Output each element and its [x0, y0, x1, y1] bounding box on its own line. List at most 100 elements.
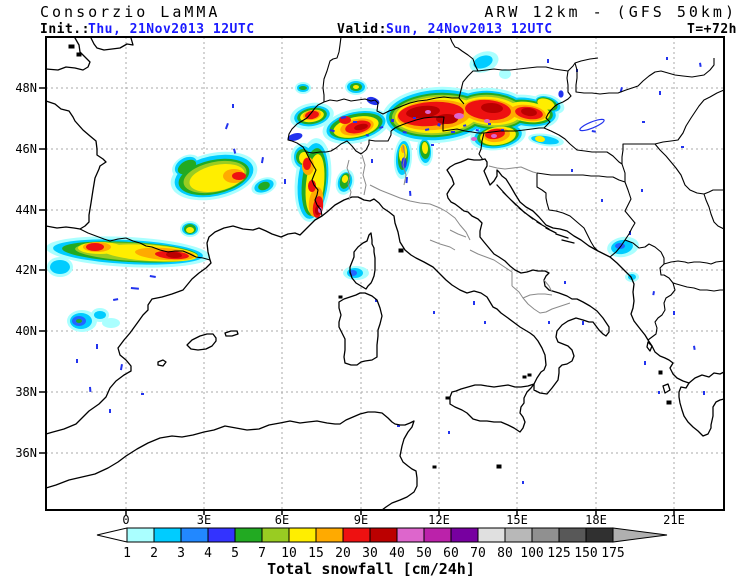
island-corsica	[349, 232, 376, 290]
colorbar-segment	[504, 527, 533, 543]
snowfall-contour-1cm	[499, 69, 511, 79]
lat-label: 42N	[15, 263, 37, 277]
snowfall-contour-5cm	[258, 181, 270, 191]
snowfall-contour-30cm	[521, 107, 537, 117]
regional-borders	[346, 144, 571, 314]
river-mark	[141, 393, 144, 395]
italy-region-lazio-abruzzo	[469, 249, 513, 286]
border-austria-slovenia	[483, 127, 544, 134]
valid-datetime: Sun, 24Nov2013 12UTC	[386, 22, 553, 37]
river-mark	[329, 129, 335, 133]
snowfall-contour-10cm	[186, 227, 194, 233]
snowfall-contour-3cm	[615, 243, 625, 249]
lead-time: T=+72h	[687, 22, 737, 37]
colorbar-segment	[126, 527, 155, 543]
colorbar-right-arrow	[612, 527, 668, 543]
lat-label: 46N	[15, 142, 37, 156]
snowfall-contours	[46, 51, 639, 332]
colorbar-value: 40	[389, 546, 405, 561]
border-slovakia-hungary	[574, 58, 715, 95]
colorbar-segment	[558, 527, 587, 543]
border-montenegro-albania-greece	[624, 239, 676, 341]
lon-label: 12E	[428, 513, 450, 527]
river-mark	[644, 361, 646, 365]
river-mark	[353, 121, 357, 123]
colorbar-value: 1	[123, 546, 131, 561]
colorbar-segment	[396, 527, 425, 543]
border-hungary-croatia-serbia	[543, 89, 725, 165]
border-czech-germany	[449, 36, 479, 72]
island-menorca	[224, 330, 239, 337]
river-mark	[130, 287, 139, 290]
river-mark	[652, 290, 655, 296]
river-mark	[571, 169, 573, 172]
italy-region-nw	[346, 154, 367, 201]
river-mark	[699, 62, 702, 67]
colorbar-segment	[585, 527, 614, 543]
island-sardinia	[338, 292, 383, 366]
snowfall-contour-5cm	[76, 319, 82, 323]
colorbar-value: 5	[231, 546, 239, 561]
river-mark	[437, 123, 441, 127]
river-mark	[232, 104, 234, 108]
snowfall-contour-10cm	[537, 98, 555, 110]
snowfall-contour-20cm	[303, 158, 311, 170]
snowfall-contour-30cm	[166, 251, 182, 259]
snowfall-contour-2cm	[473, 55, 493, 69]
river-mark	[433, 311, 435, 314]
snowfall-contour-10cm	[353, 85, 359, 89]
river-mark	[232, 148, 237, 154]
river-mark	[673, 311, 675, 315]
snowfall-contour-50cm	[484, 119, 490, 123]
river-mark	[463, 124, 467, 127]
valid-label: Valid:	[337, 22, 387, 37]
river-mark	[89, 386, 92, 392]
lon-label: 9E	[354, 513, 368, 527]
snowfall-contour-2cm	[50, 260, 70, 274]
river-mark	[619, 87, 623, 93]
island-sicily	[449, 383, 535, 433]
river-mark	[224, 122, 229, 130]
colorbar-value: 20	[335, 546, 351, 561]
snowfall-contour-30cm	[481, 102, 503, 114]
river-mark	[681, 146, 684, 148]
island-mallorca	[186, 333, 217, 351]
river-mark	[473, 301, 475, 305]
river-mark	[431, 144, 434, 146]
river-mark	[582, 321, 584, 325]
river-mark	[284, 179, 286, 184]
snowfall-contour-20cm	[305, 110, 319, 120]
river-mark	[371, 159, 373, 163]
river-mark	[402, 131, 407, 134]
colorbar-value: 80	[497, 546, 513, 561]
coast-brittany-channel	[45, 37, 91, 71]
colorbar-value: 60	[443, 546, 459, 561]
border-france-germany	[322, 36, 342, 102]
colorbar-value: 70	[470, 546, 486, 561]
small-islands	[338, 248, 672, 469]
coast-spain-mediterranean	[45, 259, 212, 435]
border-italy-austria	[390, 116, 484, 134]
snowfall-contour-5cm	[177, 159, 197, 175]
colorbar: 1 2 3 4 5 7 10 15 20 30 40 50 60 70 80 100 125 150 175	[96, 527, 668, 561]
river-mark	[659, 91, 661, 95]
river-mark	[109, 409, 111, 413]
rivers-lakes	[76, 57, 705, 484]
italy-region-north	[369, 144, 448, 213]
river-mark	[405, 177, 408, 184]
river-mark	[379, 125, 384, 129]
colorbar-segment	[450, 527, 479, 543]
river-mark	[76, 359, 78, 363]
snowfall-contour-50cm	[471, 137, 477, 141]
coast-france-italy-adriatic-balkans	[206, 158, 610, 395]
colorbar-segment	[531, 527, 560, 543]
river-mark	[391, 119, 394, 122]
colorbar-segment	[153, 527, 182, 543]
lat-label: 40N	[15, 324, 37, 338]
river-mark	[149, 275, 156, 279]
river-mark	[591, 130, 596, 133]
river-mark	[666, 57, 668, 60]
grid-lines	[46, 37, 724, 510]
colorbar-segment	[207, 527, 236, 543]
